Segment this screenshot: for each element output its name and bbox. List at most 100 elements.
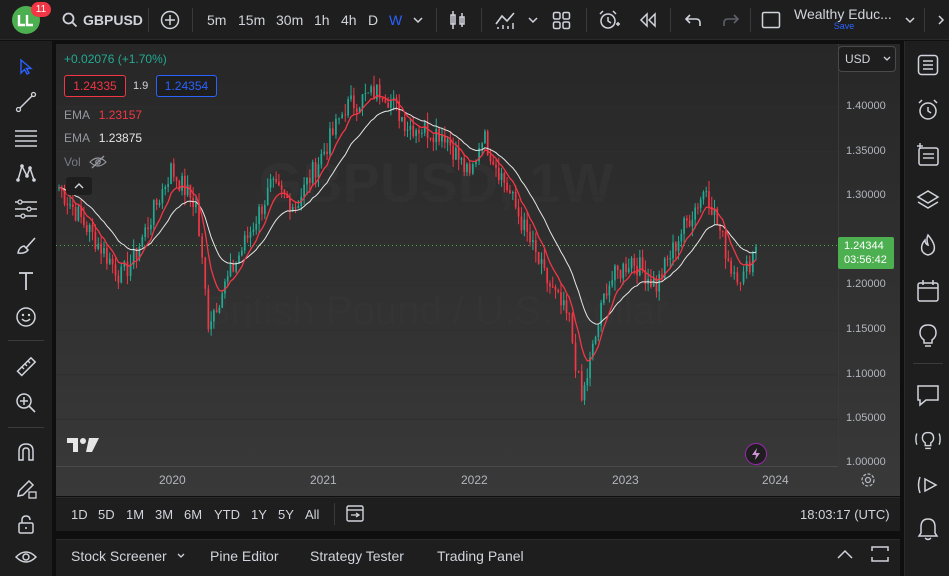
text-tool[interactable] [12, 267, 40, 295]
candle-body [686, 218, 688, 221]
tf-30m[interactable]: 30m [276, 12, 304, 28]
help-button[interactable] [914, 426, 942, 454]
eye-crossed-icon[interactable] [88, 155, 107, 169]
ideas-button[interactable] [914, 322, 942, 350]
notifications-button[interactable] [914, 515, 942, 543]
replay-button[interactable] [638, 0, 658, 40]
candle-body [286, 194, 289, 199]
collapse-legend-button[interactable] [66, 177, 92, 195]
candle-body [543, 259, 546, 268]
candle-body [138, 246, 141, 259]
candle-body [401, 117, 403, 121]
time-tick: 2021 [310, 473, 337, 487]
range-5y[interactable]: 5Y [278, 507, 294, 522]
cursor-tool[interactable] [12, 53, 40, 81]
trendline-tool[interactable] [12, 88, 40, 116]
tab-trading-panel[interactable]: Trading Panel [437, 548, 524, 564]
flash-button[interactable] [745, 443, 767, 465]
layout-dropdown[interactable] [904, 0, 916, 40]
fib-tool[interactable] [12, 124, 40, 152]
compare-button[interactable] [160, 0, 180, 40]
watermark-symbol: GBPUSD, 1W [259, 151, 614, 214]
chart-type-button[interactable] [449, 0, 467, 40]
layouts-button[interactable] [552, 0, 571, 40]
clock-timezone[interactable]: 18:03:17 (UTC) [800, 507, 890, 522]
candle-body [261, 206, 263, 215]
object-tree-button[interactable] [914, 186, 942, 214]
layout-name-button[interactable]: Wealthy Educ... Save [794, 6, 894, 36]
streams-button[interactable] [914, 471, 942, 499]
buy-button[interactable]: 1.24354 [156, 75, 217, 97]
undo-button[interactable] [684, 0, 702, 40]
indicators-dropdown[interactable] [527, 0, 539, 40]
ema-slow-legend[interactable]: EMA 1.23875 [64, 131, 142, 145]
tradingview-logo[interactable] [67, 436, 99, 454]
data-window-button[interactable] [914, 141, 942, 169]
timeframe-dropdown[interactable] [412, 0, 424, 40]
emoji-tool[interactable] [12, 303, 40, 331]
candle-body [63, 189, 66, 204]
ema-fast-legend[interactable]: EMA 1.23157 [64, 108, 142, 122]
magnet-tool[interactable] [12, 438, 40, 466]
maximize-icon [871, 546, 889, 562]
chats-button[interactable] [914, 381, 942, 409]
tf-1h[interactable]: 1h [314, 12, 330, 28]
candle-body [492, 161, 495, 165]
play-stream-icon [917, 476, 938, 494]
hotlists-button[interactable] [914, 231, 942, 259]
range-1y[interactable]: 1Y [251, 507, 267, 522]
candle-body [526, 219, 529, 232]
time-axis[interactable] [56, 466, 838, 494]
range-6m[interactable]: 6M [184, 507, 203, 522]
tf-4h[interactable]: 4h [341, 12, 357, 28]
candle-body [326, 151, 328, 154]
currency-selector[interactable]: USD [838, 46, 896, 72]
candles [58, 75, 757, 405]
tf-15m[interactable]: 15m [238, 12, 266, 28]
volume-legend[interactable]: Vol [64, 155, 107, 169]
zoom-in-icon [16, 393, 36, 413]
calendar-button[interactable] [914, 277, 942, 305]
symbol-search[interactable]: GBPUSD [62, 0, 143, 40]
lock-all-tool[interactable] [12, 510, 40, 538]
chart-settings-button[interactable] [860, 472, 876, 488]
range-3m[interactable]: 3M [155, 507, 174, 522]
alerts-button[interactable] [914, 96, 942, 124]
measure-tool[interactable] [12, 353, 40, 381]
watchlist-button[interactable] [914, 51, 942, 79]
range-1m[interactable]: 1M [126, 507, 145, 522]
more-button[interactable] [936, 0, 948, 40]
panel-collapse-button[interactable] [836, 548, 854, 560]
tf-w[interactable]: W [389, 12, 403, 28]
fullscreen-toggle[interactable] [761, 0, 781, 40]
range-ytd[interactable]: YTD [214, 507, 240, 522]
pattern-tool[interactable] [12, 159, 40, 187]
ruler-icon [16, 356, 37, 377]
tab-pine-editor[interactable]: Pine Editor [210, 548, 279, 564]
price-chart: GBPUSD, 1W British Pound / U.S. Dollar [56, 75, 838, 420]
projection-tool[interactable] [12, 195, 40, 223]
tab-stock-screener[interactable]: Stock Screener [71, 548, 167, 564]
candle-body [331, 128, 334, 135]
lock-drawing-tool[interactable] [12, 474, 40, 502]
brush-tool[interactable] [12, 231, 40, 259]
goto-date-button[interactable] [345, 503, 367, 523]
redo-button[interactable] [722, 0, 740, 40]
tf-d[interactable]: D [368, 12, 379, 28]
candle-body [85, 225, 88, 232]
chart-canvas[interactable]: GBPUSD, 1W British Pound / U.S. Dollar [56, 44, 900, 496]
indicators-button[interactable] [494, 0, 516, 40]
hide-drawings-tool[interactable] [12, 543, 40, 571]
range-1d[interactable]: 1D [71, 507, 88, 522]
range-all[interactable]: All [305, 507, 320, 522]
range-5d[interactable]: 5D [98, 507, 115, 522]
top-toolbar: 11 GBPUSD 5m 15m 30m 1h 4h D W [0, 0, 949, 40]
panel-maximize-button[interactable] [871, 546, 889, 562]
stock-screener-dropdown[interactable] [176, 551, 186, 561]
tab-strategy-tester[interactable]: Strategy Tester [310, 548, 404, 564]
alert-button[interactable] [598, 0, 620, 40]
candle-body [320, 153, 323, 165]
sell-button[interactable]: 1.24335 [64, 75, 126, 97]
tf-5m[interactable]: 5m [207, 12, 227, 28]
zoom-tool[interactable] [12, 389, 40, 417]
